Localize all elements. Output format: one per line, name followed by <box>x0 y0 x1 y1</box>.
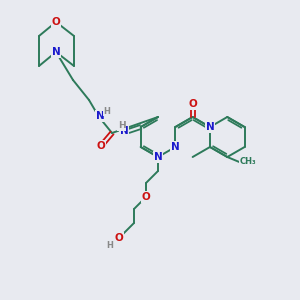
Text: N: N <box>96 111 104 121</box>
Text: N: N <box>52 47 60 57</box>
Text: O: O <box>188 99 197 109</box>
Text: H: H <box>106 241 113 250</box>
Text: CH₃: CH₃ <box>239 158 256 166</box>
Text: O: O <box>52 17 60 27</box>
Text: O: O <box>142 192 150 202</box>
Text: N: N <box>206 122 214 132</box>
Text: N: N <box>120 126 129 136</box>
Text: H: H <box>103 106 110 116</box>
Text: O: O <box>115 233 123 243</box>
Text: H: H <box>118 122 125 130</box>
Text: O: O <box>97 141 105 151</box>
Text: N: N <box>154 152 162 162</box>
Text: N: N <box>171 142 180 152</box>
